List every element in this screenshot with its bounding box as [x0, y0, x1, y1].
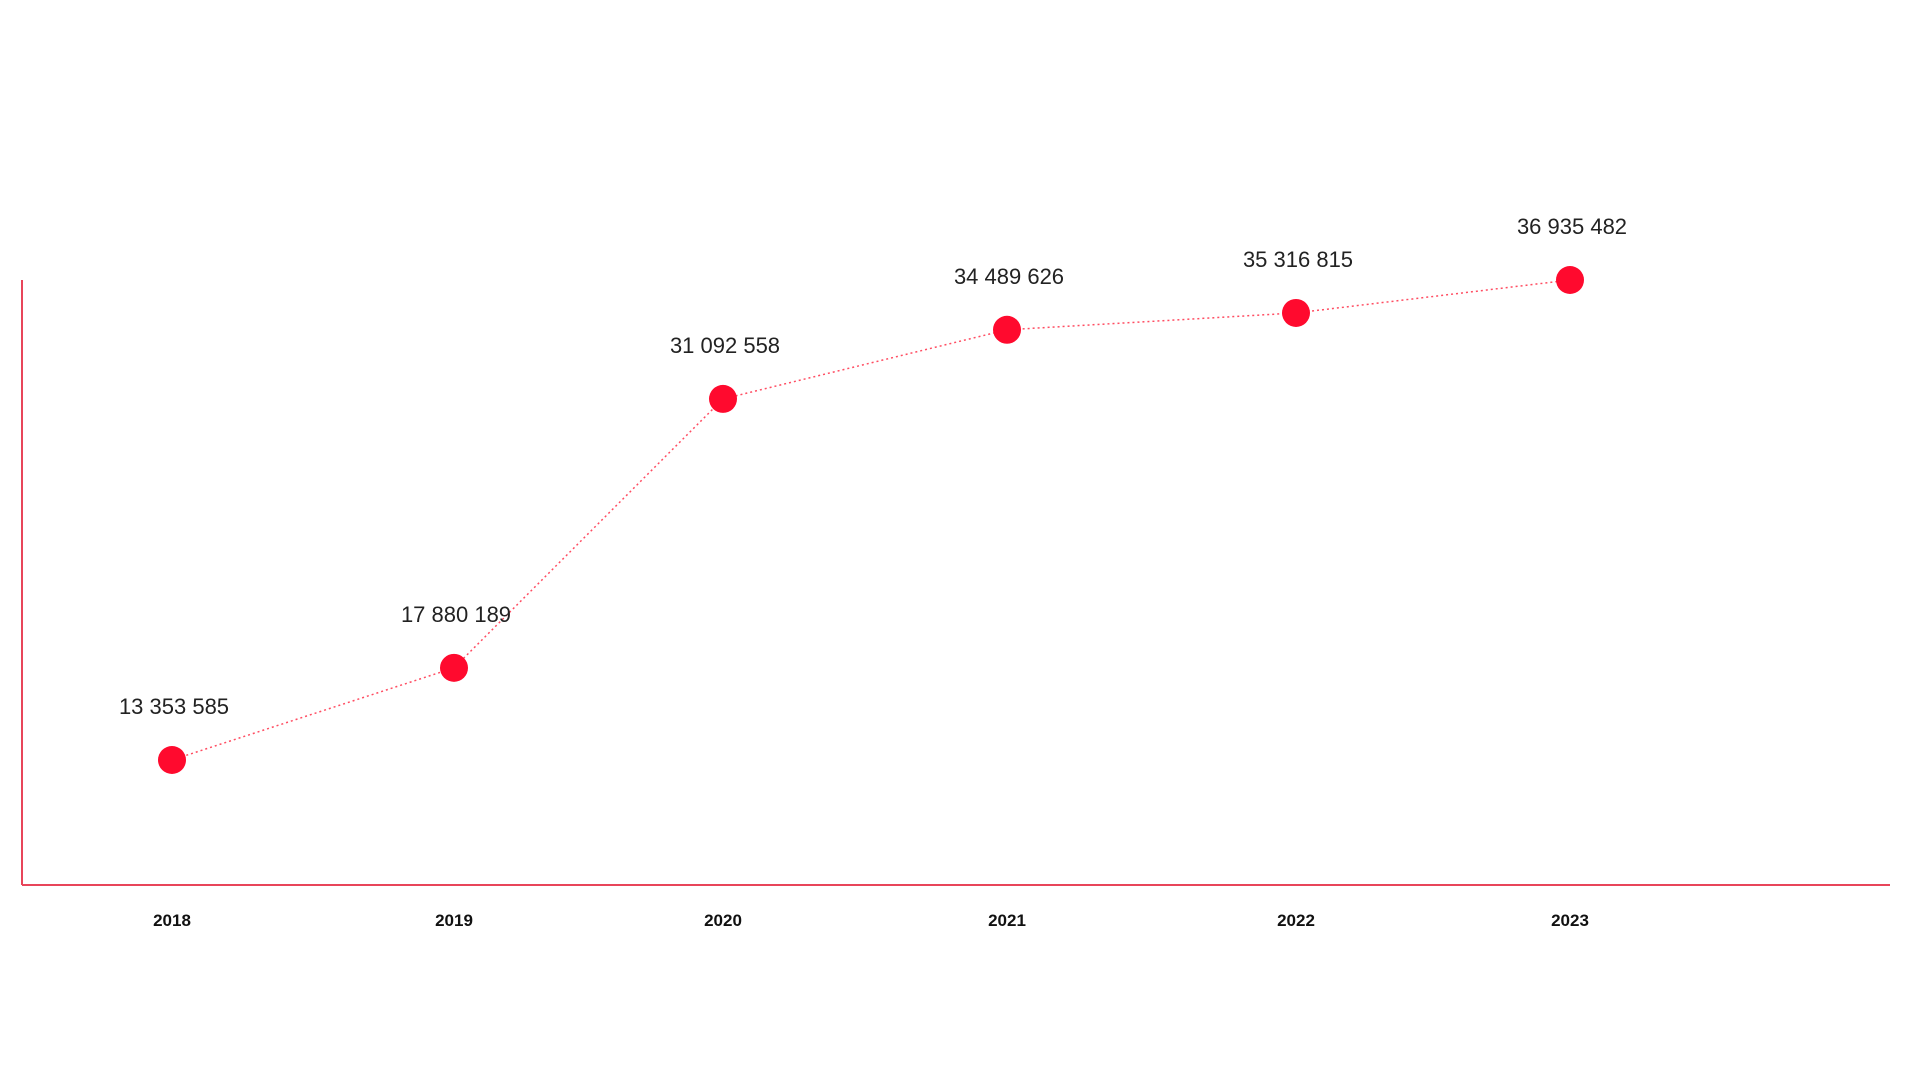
data-point-2021: [993, 315, 1021, 344]
data-label-2023: 36 935 482: [1517, 214, 1627, 239]
x-tick-label-2018: 2018: [153, 911, 191, 930]
data-label-2022: 35 316 815: [1243, 247, 1353, 272]
data-labels: 13 353 585 17 880 189 31 092 558 34 489 626…: [119, 214, 1627, 719]
data-label-2021: 34 489 626: [954, 264, 1064, 289]
data-label-2019: 17 880 189: [401, 602, 511, 627]
x-tick-label-2019: 2019: [435, 911, 473, 930]
data-point-2019: [440, 653, 468, 682]
data-point-2020: [709, 384, 737, 413]
data-markers: [158, 266, 1584, 774]
x-tick-label-2021: 2021: [988, 911, 1026, 930]
data-label-2020: 31 092 558: [670, 333, 780, 358]
x-tick-label-2020: 2020: [704, 911, 742, 930]
x-tick-label-2023: 2023: [1551, 911, 1589, 930]
x-tick-label-2022: 2022: [1277, 911, 1315, 930]
data-point-2023: [1556, 266, 1584, 294]
series-line: [171, 279, 1571, 761]
data-point-2022: [1282, 298, 1310, 327]
x-tick-labels: 2018 2019 2020 2021 2022 2023: [153, 911, 1589, 930]
data-point-2018: [158, 746, 186, 774]
data-label-2018: 13 353 585: [119, 694, 229, 719]
